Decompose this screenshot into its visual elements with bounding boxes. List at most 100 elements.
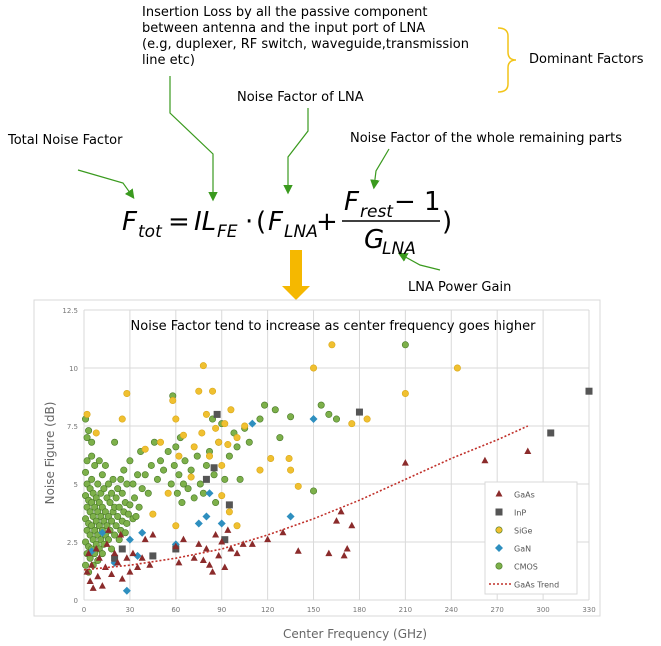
formula-flna-sub: LNA <box>284 222 318 242</box>
cmos-point <box>114 485 122 493</box>
legend-label-trend: GaAs Trend <box>514 581 559 590</box>
sige-point <box>118 415 126 423</box>
cmos-point <box>225 452 233 460</box>
formula-dot: · <box>245 207 253 237</box>
cmos-point <box>109 475 117 483</box>
gaas-point <box>205 561 213 568</box>
cmos-point <box>108 517 116 525</box>
sige-point <box>172 522 180 530</box>
sige-point <box>212 424 220 432</box>
sige-point <box>453 364 461 372</box>
gaas-point <box>146 561 154 568</box>
x-tick-labels: 0 30 60 90 120 150 180 210 240 270 300 330 <box>82 606 596 614</box>
cmos-point <box>276 434 284 442</box>
gan-point <box>205 489 214 498</box>
inp-point <box>118 545 126 553</box>
formula-frest: F <box>344 187 360 217</box>
insertion-loss-annotation: Insertion Loss by all the passive compon… <box>142 5 469 69</box>
cmos-point <box>132 512 140 520</box>
legend-marker-gan <box>495 544 503 552</box>
cmos-point <box>287 413 295 421</box>
cmos-point <box>108 545 116 553</box>
x-tick-label: 60 <box>171 606 180 614</box>
sige-point <box>149 510 157 518</box>
cmos-point <box>167 480 175 488</box>
formula-plus: + <box>316 207 338 237</box>
gaas-point <box>172 542 180 550</box>
gan-point <box>194 519 203 528</box>
sige-point <box>233 434 241 442</box>
sige-point <box>224 441 232 449</box>
y-tick-label: 12.5 <box>62 307 78 315</box>
gaas-point <box>179 535 187 543</box>
sige-point <box>187 473 195 481</box>
gaas-point <box>481 456 489 464</box>
noise-factor-rest-annotation: Noise Factor of the whole remaining part… <box>350 131 623 146</box>
cmos-point <box>256 415 264 423</box>
sige-point <box>198 429 206 437</box>
inp-point <box>149 552 157 560</box>
legend-label-inp: InP <box>514 509 526 518</box>
sige-point <box>83 410 91 418</box>
cmos-point <box>236 475 244 483</box>
cmos-point <box>310 487 318 495</box>
series-gan <box>87 415 318 595</box>
sige-point <box>328 341 336 349</box>
cmos-point <box>135 503 143 511</box>
cmos-point <box>111 531 119 539</box>
gaas-point <box>279 528 287 536</box>
sige-point <box>175 452 183 460</box>
sige-point <box>199 362 207 370</box>
x-tick-label: 180 <box>353 606 366 614</box>
cmos-point <box>170 461 178 469</box>
cmos-point <box>233 443 241 451</box>
annotation-arrows <box>77 27 517 300</box>
formula-lhs-sub: tot <box>138 222 163 242</box>
sige-point <box>209 387 217 395</box>
gaas-point <box>325 549 333 557</box>
series-sige <box>83 341 461 530</box>
gan-point <box>138 528 147 537</box>
cmos-point <box>164 448 172 456</box>
cmos-point <box>187 466 195 474</box>
gaas-point <box>524 447 532 455</box>
inp-point <box>547 429 555 437</box>
lna-power-gain-annotation: LNA Power Gain <box>408 280 512 295</box>
gaas-point <box>94 572 102 580</box>
cmos-point <box>115 503 123 511</box>
gaas-point <box>239 540 247 547</box>
gaas-point <box>348 521 356 529</box>
gaas-point <box>111 549 119 557</box>
cmos-point <box>196 480 204 488</box>
sige-point <box>157 438 165 446</box>
cmos-point <box>83 457 91 465</box>
cmos-point <box>317 401 325 409</box>
formula-il-sub: FE <box>217 222 238 242</box>
cmos-point <box>144 489 152 497</box>
noise-figure-chart: 0 2.5 5 7.5 10 12.5 0 30 60 90 120 150 180 210 240 270… <box>33 299 601 641</box>
y-tick-label: 5 <box>74 481 78 489</box>
cmos-point <box>179 480 187 488</box>
cmos-point <box>126 457 134 465</box>
x-axis-label: Center Frequency (GHz) <box>283 627 427 641</box>
cmos-point <box>129 480 137 488</box>
gaas-point <box>88 561 96 568</box>
cmos-point <box>173 489 181 497</box>
cmos-point <box>106 499 114 507</box>
gan-point <box>248 419 257 428</box>
sige-point <box>141 445 149 453</box>
formula-il: IL <box>194 207 216 237</box>
cmos-point <box>181 457 189 465</box>
cmos-point <box>111 438 119 446</box>
legend-marker-inp <box>495 508 503 516</box>
sige-point <box>241 422 249 430</box>
cmos-point <box>138 485 146 493</box>
cmos-point <box>117 475 125 483</box>
arrow-rest <box>370 148 390 190</box>
sige-point <box>215 438 223 446</box>
formula-frest-sub: rest <box>360 202 394 222</box>
sige-point <box>202 410 210 418</box>
cmos-point <box>160 466 168 474</box>
sige-point <box>227 406 235 414</box>
gan-point <box>309 415 318 424</box>
